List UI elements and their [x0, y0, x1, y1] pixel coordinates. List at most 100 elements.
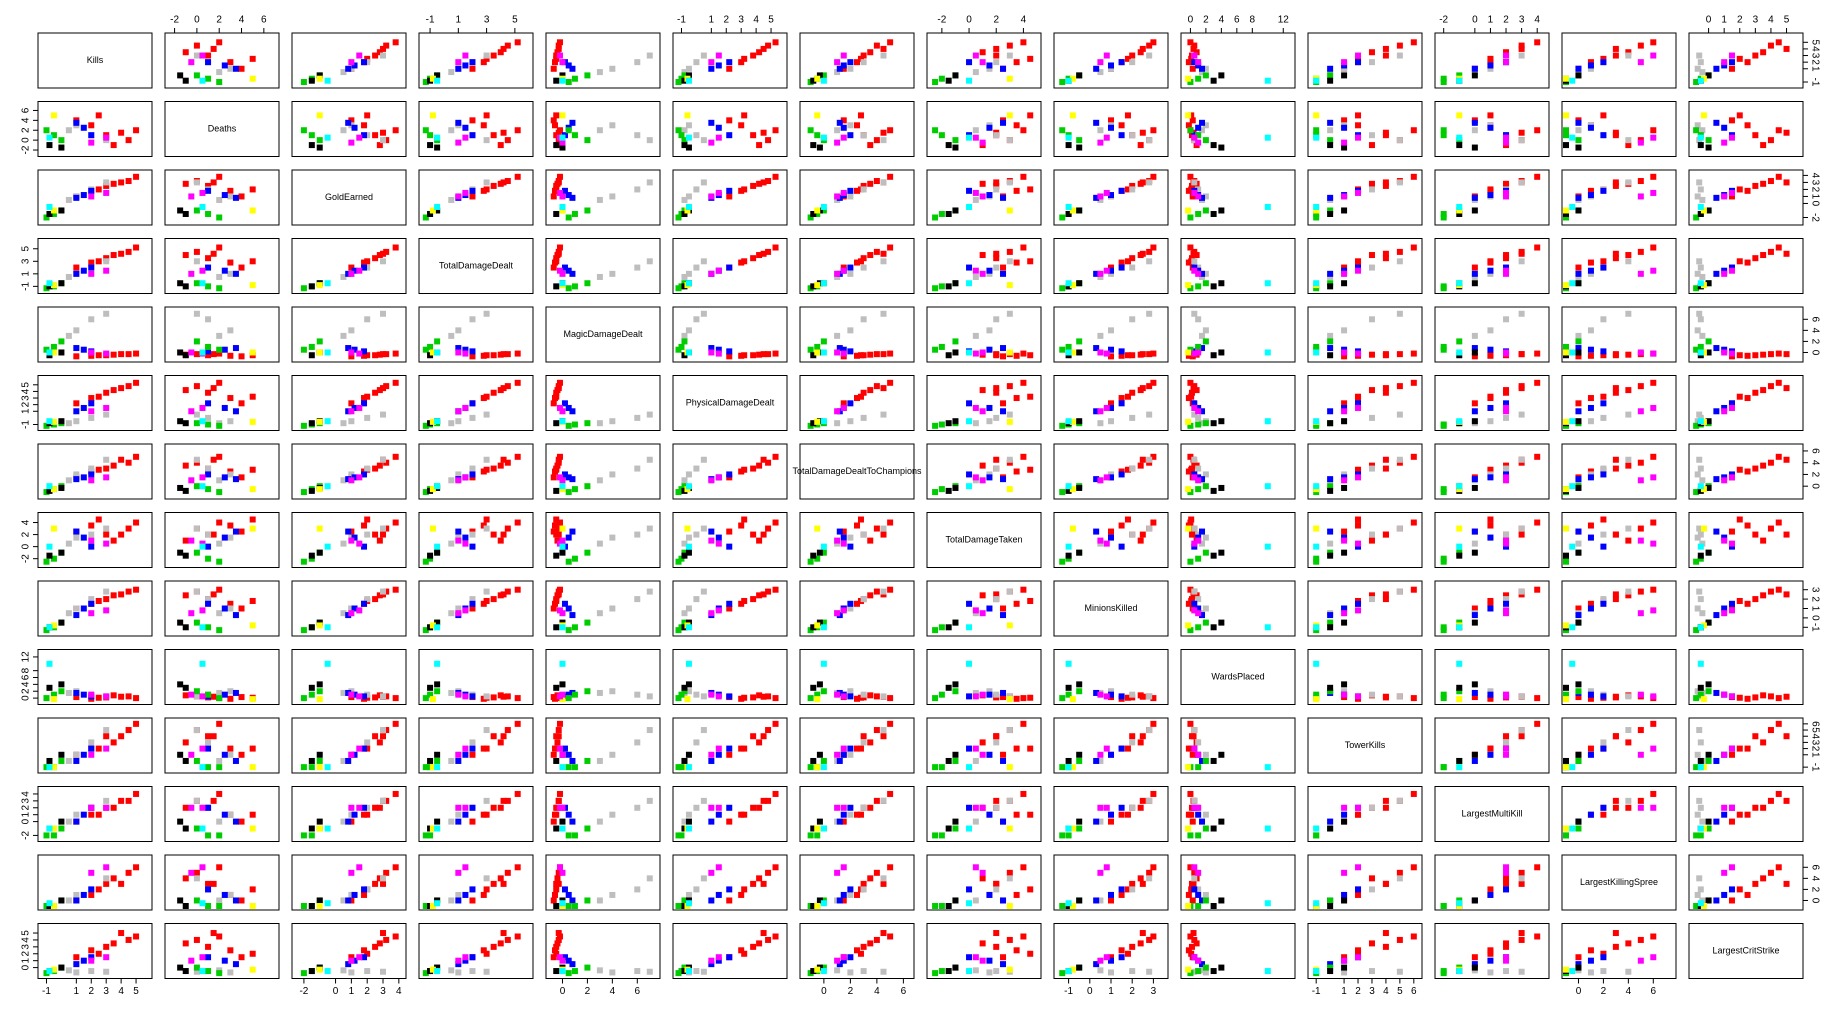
point	[500, 351, 507, 358]
point	[834, 349, 841, 356]
point	[554, 537, 561, 544]
point	[103, 411, 110, 418]
point	[422, 79, 429, 86]
point	[1503, 543, 1510, 550]
point	[873, 727, 880, 734]
x-tick-label: 6	[901, 986, 907, 997]
panel-frame	[291, 923, 407, 979]
point	[553, 811, 560, 818]
point	[73, 418, 80, 425]
point	[681, 610, 688, 617]
point	[681, 338, 688, 345]
point	[1625, 727, 1632, 734]
point	[551, 122, 558, 129]
point	[188, 349, 195, 356]
x-tick-label: 5	[133, 986, 139, 997]
point	[972, 474, 979, 481]
point	[685, 891, 692, 898]
point	[559, 112, 566, 119]
point	[65, 420, 72, 427]
point	[348, 418, 355, 425]
point	[1146, 727, 1153, 734]
point	[58, 751, 65, 758]
point	[561, 400, 568, 407]
point	[1569, 134, 1576, 141]
point	[1518, 52, 1525, 59]
point	[1600, 739, 1607, 746]
point	[1139, 531, 1146, 538]
point	[1575, 549, 1582, 556]
point	[1129, 691, 1136, 698]
point	[88, 891, 95, 898]
point	[1341, 610, 1348, 617]
point	[1218, 549, 1225, 556]
point	[356, 350, 363, 357]
point	[462, 811, 469, 818]
point	[681, 540, 688, 547]
point	[1150, 453, 1157, 460]
point	[73, 969, 80, 976]
point	[1637, 270, 1644, 277]
point	[422, 558, 429, 565]
panel-frame	[418, 923, 534, 979]
point	[1006, 42, 1013, 49]
point	[249, 886, 256, 893]
y-tick-label: 4	[1809, 460, 1820, 466]
point	[1487, 751, 1494, 758]
point	[500, 797, 507, 804]
point	[708, 477, 715, 484]
point	[1650, 540, 1657, 547]
point	[873, 588, 880, 595]
point	[110, 180, 117, 187]
point	[88, 349, 95, 356]
point	[455, 528, 462, 535]
point	[380, 411, 387, 418]
point	[110, 142, 117, 149]
point	[1313, 555, 1320, 562]
point	[1146, 525, 1153, 532]
point	[1065, 77, 1072, 84]
point	[118, 456, 125, 463]
point	[462, 751, 469, 758]
point	[50, 112, 57, 119]
panel-frame	[37, 375, 153, 431]
point	[873, 351, 880, 358]
point	[216, 970, 223, 977]
point	[455, 345, 462, 352]
point	[1118, 471, 1125, 478]
point	[646, 797, 653, 804]
point	[1341, 139, 1348, 146]
point	[1767, 525, 1774, 532]
point	[1612, 52, 1619, 59]
point	[1487, 969, 1494, 976]
point	[685, 764, 692, 771]
point	[979, 49, 986, 56]
point	[807, 695, 814, 702]
point	[715, 745, 722, 752]
point	[46, 203, 53, 210]
point	[646, 411, 653, 418]
point	[1456, 418, 1463, 425]
y-tick-label: 0	[21, 137, 32, 143]
point	[1368, 804, 1375, 811]
point	[1327, 137, 1334, 144]
point	[756, 537, 763, 544]
point	[193, 968, 200, 975]
point	[584, 825, 591, 832]
point	[361, 122, 368, 129]
variable-label: TotalDamageTaken	[945, 534, 1022, 544]
point	[103, 727, 110, 734]
point	[88, 395, 95, 402]
point	[308, 903, 315, 909]
point	[1697, 531, 1704, 538]
point	[1006, 869, 1013, 876]
point	[952, 144, 959, 151]
point	[685, 818, 692, 825]
point	[646, 137, 653, 144]
point	[1103, 134, 1110, 141]
y-tick-label: 2	[1809, 339, 1820, 345]
point	[979, 739, 986, 746]
point	[715, 811, 722, 818]
point	[483, 137, 490, 144]
point	[1118, 348, 1125, 355]
